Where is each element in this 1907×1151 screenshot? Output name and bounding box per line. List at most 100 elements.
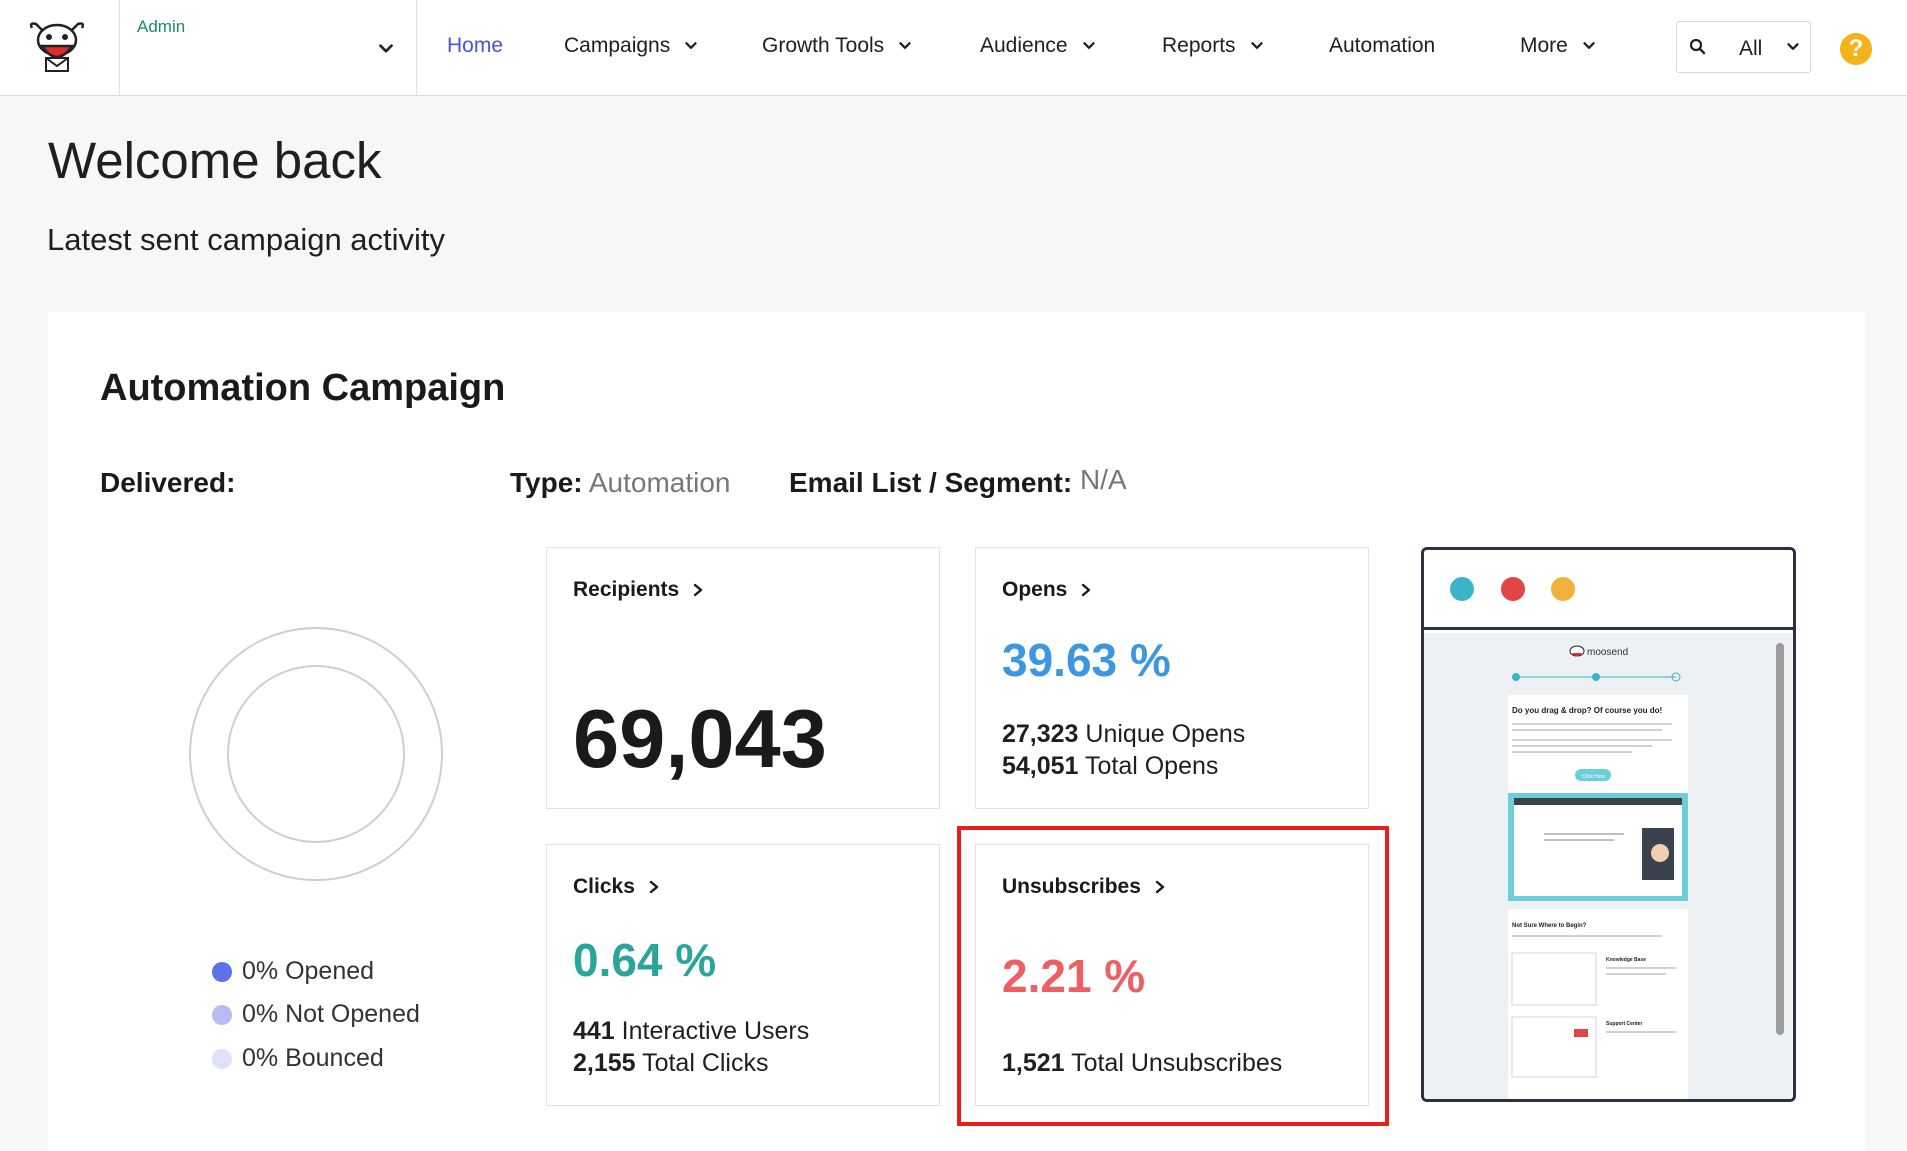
navbar-divider xyxy=(416,0,417,96)
campaign-title: Automation Campaign xyxy=(100,367,506,409)
nav-automation-label: Automation xyxy=(1329,34,1436,57)
chevron-down-icon xyxy=(1250,42,1263,49)
nav-growth-tools-label: Growth Tools xyxy=(762,34,885,57)
nav-campaigns-label: Campaigns xyxy=(564,34,671,57)
email-preview-thumbnail: moosend Do you drag & drop? Of course yo… xyxy=(1424,633,1769,1099)
opens-percent: 39.63 % xyxy=(1002,634,1171,686)
total-opens-count: 54,051 xyxy=(1002,752,1079,780)
type-value: Automation xyxy=(588,467,731,498)
moosend-logo-icon xyxy=(1569,645,1585,657)
search-scope-value: All xyxy=(1739,37,1763,60)
nav-automation[interactable]: Automation xyxy=(1329,34,1435,58)
opens-link[interactable]: Opens xyxy=(1002,578,1093,602)
preview-kb-title: Knowledge Base xyxy=(1606,957,1646,963)
window-dot-cyan xyxy=(1450,577,1474,601)
moosend-logo-icon[interactable] xyxy=(28,18,86,74)
unsubscribes-percent: 2.21 % xyxy=(1002,950,1146,1002)
window-dot-yellow xyxy=(1551,577,1575,601)
navbar-divider xyxy=(119,0,120,96)
unsubscribes-highlight-box xyxy=(957,826,1389,1126)
legend-not-opened: 0% Not Opened xyxy=(212,1000,420,1029)
nav-reports[interactable]: Reports xyxy=(1162,34,1266,58)
opens-label: Opens xyxy=(1002,578,1068,601)
clicks-link[interactable]: Clicks xyxy=(573,875,661,899)
preview-headline: Do you drag & drop? Of course you do! xyxy=(1512,706,1662,715)
chevron-right-icon xyxy=(694,583,703,597)
list-meta: Email List / Segment: N/A xyxy=(789,464,1127,499)
legend-label: 0% Bounced xyxy=(242,1044,384,1072)
nav-audience[interactable]: Audience xyxy=(980,34,1098,58)
chevron-right-icon xyxy=(1082,583,1091,597)
clicks-percent: 0.64 % xyxy=(573,934,717,986)
list-label: Email List / Segment: xyxy=(789,467,1073,498)
chevron-down-icon xyxy=(1082,42,1095,49)
chevron-down-icon xyxy=(899,42,911,49)
interactive-users-label: Interactive Users xyxy=(621,1017,810,1045)
nav-home[interactable]: Home xyxy=(447,34,503,58)
recipients-value: 69,043 xyxy=(573,692,827,785)
chevron-down-icon xyxy=(685,42,697,49)
opens-stat-card: Opens 39.63 % 27,323 Unique Opens 54,051… xyxy=(975,547,1369,809)
total-opens-line: 54,051 Total Opens xyxy=(1002,752,1218,781)
chevron-right-icon xyxy=(1155,880,1165,894)
email-preview-body: moosend Do you drag & drop? Of course yo… xyxy=(1424,633,1793,1099)
legend-label: 0% Not Opened xyxy=(242,1000,420,1028)
legend-opened: 0% Opened xyxy=(212,957,374,986)
preview-window-chrome xyxy=(1424,550,1793,630)
type-label: Type: xyxy=(510,467,583,498)
preview-cta: Click Here xyxy=(1582,774,1605,780)
delivered-meta: Delivered: xyxy=(100,467,235,499)
search-icon[interactable] xyxy=(1688,37,1708,57)
unsubscribes-label: Unsubscribes xyxy=(1002,875,1141,898)
nav-more[interactable]: More xyxy=(1520,34,1598,58)
nav-more-label: More xyxy=(1520,34,1568,57)
total-unsubscribes-label: Total Unsubscribes xyxy=(1071,1049,1283,1077)
interactive-users-line: 441 Interactive Users xyxy=(573,1017,809,1046)
chevron-down-icon xyxy=(1583,42,1595,49)
total-clicks-line: 2,155 Total Clicks xyxy=(573,1049,768,1078)
preview-brand: moosend xyxy=(1587,647,1628,658)
unique-opens-count: 27,323 xyxy=(1002,720,1079,748)
nav-growth-tools[interactable]: Growth Tools xyxy=(762,34,914,58)
recipients-label: Recipients xyxy=(573,578,680,601)
preview-support-title: Support Center xyxy=(1606,1021,1642,1027)
chevron-right-icon xyxy=(649,880,659,894)
legend-dot-bounced xyxy=(212,1048,232,1069)
nav-audience-label: Audience xyxy=(980,34,1068,57)
total-unsubscribes-count: 1,521 xyxy=(1002,1049,1065,1077)
search-scope-select[interactable]: All xyxy=(1676,21,1811,73)
nav-reports-label: Reports xyxy=(1162,34,1236,57)
email-preview-window[interactable]: moosend Do you drag & drop? Of course yo… xyxy=(1421,547,1796,1102)
unsubscribes-link[interactable]: Unsubscribes xyxy=(1002,875,1167,899)
total-clicks-label: Total Clicks xyxy=(642,1049,769,1077)
chevron-down-icon xyxy=(1787,43,1799,50)
nav-home-label: Home xyxy=(447,34,504,57)
chevron-down-icon[interactable] xyxy=(375,38,397,60)
legend-bounced: 0% Bounced xyxy=(212,1044,384,1073)
clicks-stat-card: Clicks 0.64 % 441 Interactive Users 2,15… xyxy=(546,844,940,1106)
nav-campaigns[interactable]: Campaigns xyxy=(564,34,700,58)
total-opens-label: Total Opens xyxy=(1084,752,1219,780)
preview-section-title: Not Sure Where to Begin? xyxy=(1512,923,1587,929)
total-unsubscribes-line: 1,521 Total Unsubscribes xyxy=(1002,1049,1282,1078)
legend-dot-opened xyxy=(212,961,232,982)
list-value: N/A xyxy=(1079,464,1127,495)
unique-opens-label: Unique Opens xyxy=(1085,720,1246,748)
page-subtitle: Latest sent campaign activity xyxy=(47,222,446,257)
total-clicks-count: 2,155 xyxy=(573,1049,636,1077)
window-dot-red xyxy=(1501,577,1525,601)
account-name[interactable]: Admin xyxy=(137,17,186,36)
recipients-link[interactable]: Recipients xyxy=(573,578,705,602)
recipients-stat-card: Recipients 69,043 xyxy=(546,547,940,809)
help-icon[interactable]: ? xyxy=(1840,33,1872,65)
page-title: Welcome back xyxy=(48,132,382,189)
preview-scrollbar[interactable] xyxy=(1776,643,1784,1035)
clicks-label: Clicks xyxy=(573,875,635,898)
legend-dot-not-opened xyxy=(212,1004,232,1025)
unsubscribes-stat-card: Unsubscribes 2.21 % 1,521 Total Unsubscr… xyxy=(975,844,1369,1106)
top-navbar: Admin Home Campaigns Growth Tools Audien… xyxy=(0,0,1907,96)
interactive-users-count: 441 xyxy=(573,1017,615,1045)
type-meta: Type: Automation xyxy=(510,467,730,499)
legend-label: 0% Opened xyxy=(242,957,375,985)
delivered-label: Delivered: xyxy=(100,467,236,498)
